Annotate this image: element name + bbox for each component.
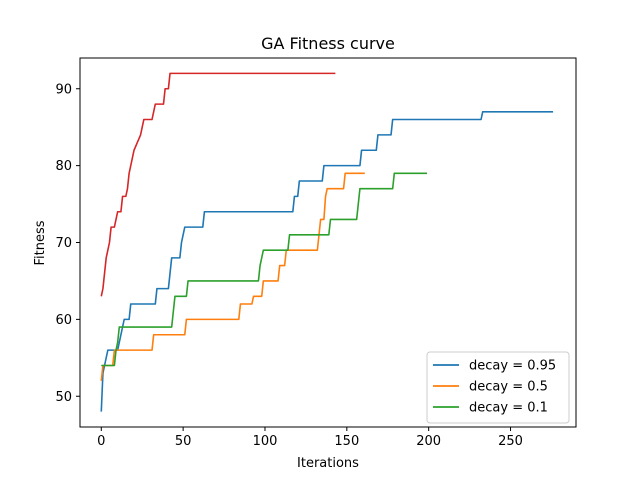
y-tick-label: 90 [55,82,72,97]
x-tick-label: 150 [334,434,359,449]
x-tick-label: 100 [253,434,278,449]
series-line-3 [101,172,428,367]
x-tick-label: 50 [175,434,192,449]
series-line-1 [100,111,554,412]
chart-title: GA Fitness curve [261,34,395,53]
y-tick-label: 70 [55,236,72,251]
y-axis-label: Fitness [33,220,48,265]
y-tick-label: 60 [55,313,72,328]
y-tick-label: 50 [55,390,72,405]
legend-box [426,351,570,424]
legend-label: decay = 0.1 [469,401,548,416]
legend: decay = 0.95 decay = 0.5 decay = 0.1 [426,351,570,424]
plot-area: 0 50 100 150 200 250 50 60 70 80 90 [55,57,577,449]
y-tick-label: 80 [55,159,72,174]
series-line-2 [100,172,365,381]
x-axis-label: Iterations [297,456,359,471]
legend-label: decay = 0.5 [469,380,548,395]
x-tick-label: 200 [416,434,441,449]
series-line-4 [100,72,336,297]
legend-label: decay = 0.95 [469,359,556,374]
x-tick-label: 0 [97,434,105,449]
x-tick-label: 250 [498,434,523,449]
